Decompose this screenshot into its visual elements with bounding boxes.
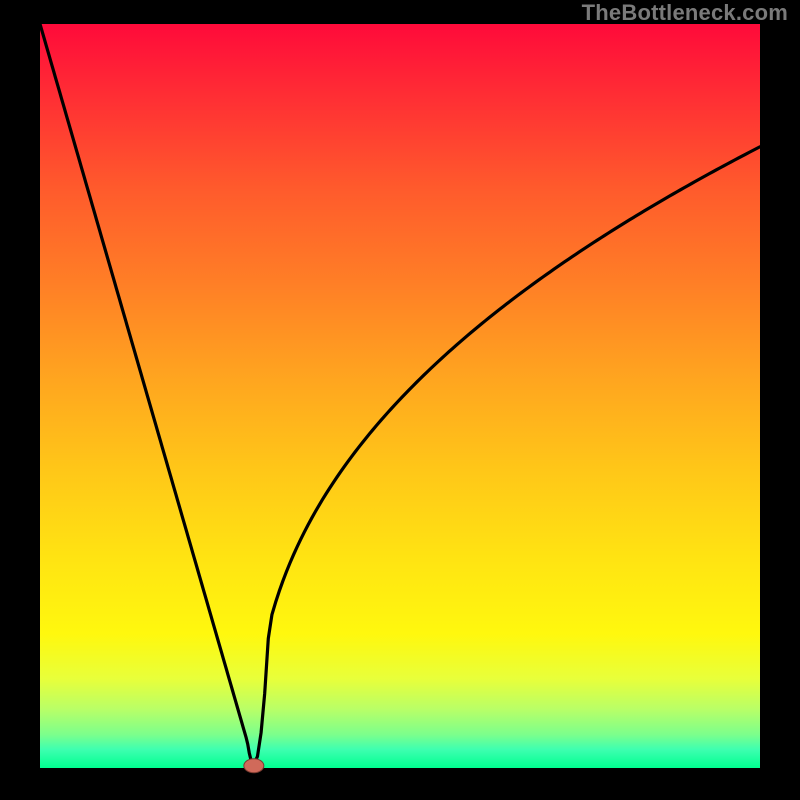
chart-canvas: TheBottleneck.com bbox=[0, 0, 800, 800]
minimum-marker bbox=[244, 759, 264, 773]
watermark-text: TheBottleneck.com bbox=[582, 0, 788, 26]
chart-svg bbox=[0, 0, 800, 800]
